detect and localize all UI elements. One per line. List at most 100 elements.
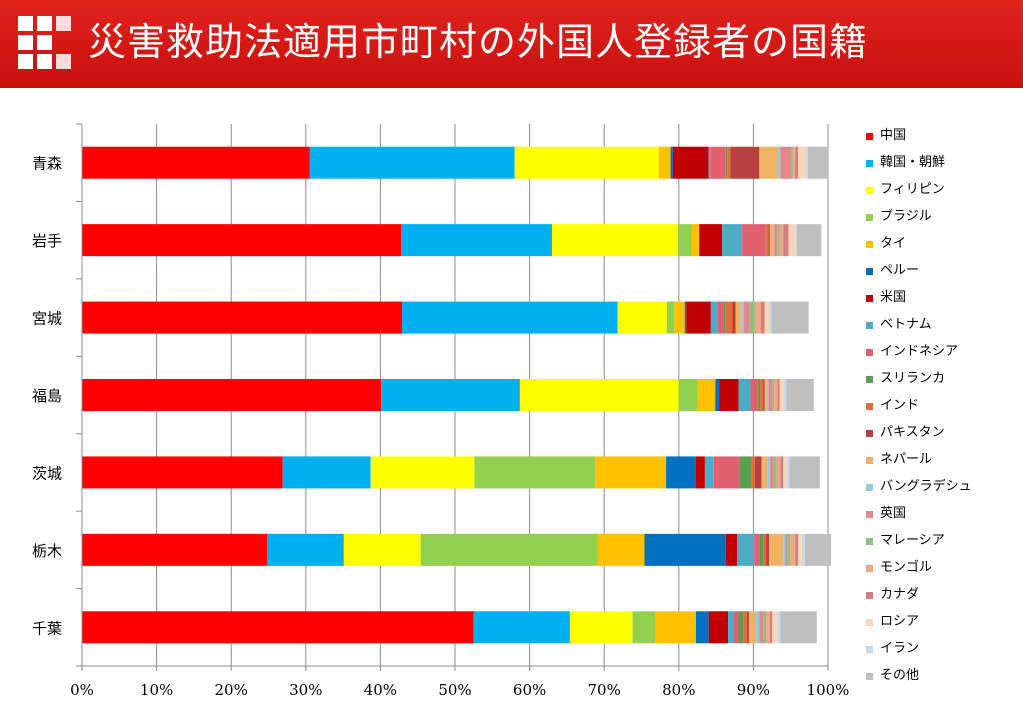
bar-segment bbox=[82, 146, 310, 179]
legend-label: ロシア bbox=[880, 614, 920, 629]
x-tick-label: 70% bbox=[588, 681, 621, 699]
legend-swatch bbox=[866, 619, 873, 626]
legend-swatch bbox=[866, 430, 873, 437]
bar-segment bbox=[738, 379, 751, 411]
chart-legend: 中国 韓国・朝鮮 フィリピン ブラジル タイ ペルー 米国 ベトナム インドネシア スリランカ イン… bbox=[866, 128, 1016, 695]
bar-segment bbox=[473, 611, 570, 644]
bar-segment bbox=[551, 224, 679, 257]
bar-segment bbox=[678, 379, 698, 411]
bar-segment bbox=[82, 224, 402, 257]
page-title: 災害救助法適用市町村の外国人登録者の国籍 bbox=[88, 20, 869, 64]
legend-swatch bbox=[866, 160, 873, 167]
bar-segment bbox=[82, 456, 283, 489]
bar-segment bbox=[722, 224, 743, 257]
bar-segment bbox=[713, 456, 740, 489]
bar-segment bbox=[735, 301, 741, 334]
bar-segment bbox=[736, 533, 755, 566]
legend-swatch bbox=[866, 673, 873, 680]
logo-square bbox=[18, 35, 33, 50]
bar-segment bbox=[754, 301, 761, 334]
bar-segment bbox=[764, 301, 770, 334]
legend-label: 米国 bbox=[880, 290, 907, 305]
bar-segment bbox=[795, 533, 799, 566]
legend-item: マレーシア bbox=[866, 533, 1016, 560]
bar-segment bbox=[766, 224, 769, 257]
legend-label: フィリピン bbox=[880, 182, 945, 197]
bar-segment bbox=[710, 146, 726, 179]
legend-label: スリランカ bbox=[880, 371, 946, 386]
bar-segment bbox=[769, 224, 773, 257]
bar-segment bbox=[801, 533, 805, 566]
bar-segment bbox=[798, 146, 806, 179]
bar-segment bbox=[401, 224, 552, 257]
legend-item: ロシア bbox=[866, 614, 1016, 641]
bar-segment bbox=[754, 533, 760, 566]
x-tick-label: 10% bbox=[140, 681, 173, 699]
bar-segment bbox=[730, 146, 760, 179]
bar-segment bbox=[763, 611, 767, 644]
bar-segment bbox=[617, 301, 667, 334]
bar-segment bbox=[766, 611, 770, 644]
bar-segment bbox=[743, 611, 747, 644]
bar-segment bbox=[772, 611, 778, 644]
bar-segment bbox=[666, 301, 675, 334]
legend-swatch bbox=[866, 214, 873, 221]
bar-segment bbox=[791, 146, 793, 179]
logo-square bbox=[37, 16, 52, 31]
bar-segment bbox=[759, 533, 764, 566]
legend-label: カナダ bbox=[880, 587, 920, 602]
bar-segment bbox=[804, 533, 831, 566]
legend-item: ブラジル bbox=[866, 209, 1016, 236]
category-label: 宮城 bbox=[32, 310, 62, 328]
bar-segment bbox=[769, 533, 784, 566]
legend-label: モンゴル bbox=[880, 560, 933, 575]
bar-segment bbox=[780, 456, 784, 489]
bar-segment bbox=[792, 146, 796, 179]
bar-segment bbox=[777, 611, 781, 644]
bar-segment bbox=[655, 611, 696, 644]
bar-segment bbox=[725, 533, 737, 566]
bar-segment bbox=[777, 379, 780, 411]
legend-label: インド bbox=[880, 398, 920, 413]
category-label: 茨城 bbox=[32, 464, 62, 482]
legend-item: カナダ bbox=[866, 587, 1016, 614]
bar-segment bbox=[783, 456, 787, 489]
bar-segment bbox=[774, 224, 778, 257]
category-label: 千葉 bbox=[32, 619, 62, 637]
legend-item: 韓国・朝鮮 bbox=[866, 155, 1016, 182]
bar-segment bbox=[751, 456, 755, 489]
legend-swatch bbox=[866, 457, 873, 464]
bar-segment bbox=[765, 224, 767, 257]
bar-segment bbox=[760, 301, 765, 334]
red-squares-grid-icon bbox=[18, 16, 78, 76]
bar-segment bbox=[684, 301, 687, 334]
bar-segment bbox=[708, 146, 711, 179]
bar-segment bbox=[695, 456, 705, 489]
legend-swatch bbox=[866, 538, 873, 545]
bar-segment bbox=[267, 533, 344, 566]
legend-item: パキスタン bbox=[866, 425, 1016, 452]
x-tick-label: 100% bbox=[807, 681, 850, 699]
bar-segment bbox=[795, 146, 799, 179]
x-tick-label: 80% bbox=[662, 681, 695, 699]
bar-segment bbox=[732, 301, 736, 334]
bar-segment bbox=[739, 456, 752, 489]
bar-segment bbox=[783, 379, 787, 411]
logo-square bbox=[37, 35, 52, 50]
logo-square bbox=[18, 16, 33, 31]
legend-item: 米国 bbox=[866, 290, 1016, 317]
bar-segment bbox=[786, 379, 814, 411]
bar-segment bbox=[670, 146, 673, 179]
bar-segment bbox=[742, 224, 766, 257]
bar-segment bbox=[769, 456, 774, 489]
legend-label: ベトナム bbox=[880, 317, 932, 332]
legend-swatch bbox=[866, 511, 873, 518]
logo-square bbox=[56, 54, 71, 69]
bar-segment bbox=[768, 379, 773, 411]
bar-segment bbox=[759, 146, 779, 179]
legend-swatch bbox=[866, 565, 873, 572]
bar-segment bbox=[757, 379, 761, 411]
legend-swatch bbox=[866, 376, 873, 383]
x-tick-label: 0% bbox=[70, 681, 94, 699]
